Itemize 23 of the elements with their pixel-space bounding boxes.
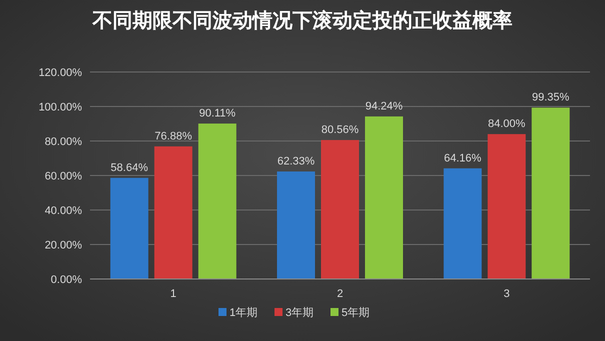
data-label: 76.88%	[154, 130, 192, 142]
legend-label: 5年期	[342, 307, 370, 319]
data-label: 62.33%	[277, 155, 315, 168]
data-label: 90.11%	[199, 108, 236, 120]
y-tick-label: 100.00%	[38, 102, 82, 114]
legend-label: 1年期	[230, 307, 258, 319]
legend-label: 3年期	[286, 307, 314, 319]
data-label: 80.56%	[321, 124, 359, 136]
data-label: 64.16%	[444, 152, 482, 164]
data-label: 94.24%	[365, 100, 403, 112]
x-tick-label: 3	[504, 288, 510, 300]
y-tick-label: 20.00%	[44, 240, 82, 252]
y-tick-label: 0.00%	[50, 274, 82, 286]
data-label: 84.00%	[488, 118, 526, 130]
y-tick-label: 80.00%	[44, 136, 82, 148]
y-tick-label: 60.00%	[44, 170, 82, 182]
data-label: 99.35%	[532, 92, 570, 104]
x-tick-label: 1	[170, 288, 176, 300]
y-tick-label: 120.00%	[38, 67, 82, 79]
chart-title: 不同期限不同波动情况下滚动定投的正收益概率	[92, 9, 512, 32]
data-label: 58.64%	[110, 162, 148, 174]
x-tick-label: 2	[336, 288, 344, 300]
y-tick-label: 40.00%	[44, 205, 82, 217]
